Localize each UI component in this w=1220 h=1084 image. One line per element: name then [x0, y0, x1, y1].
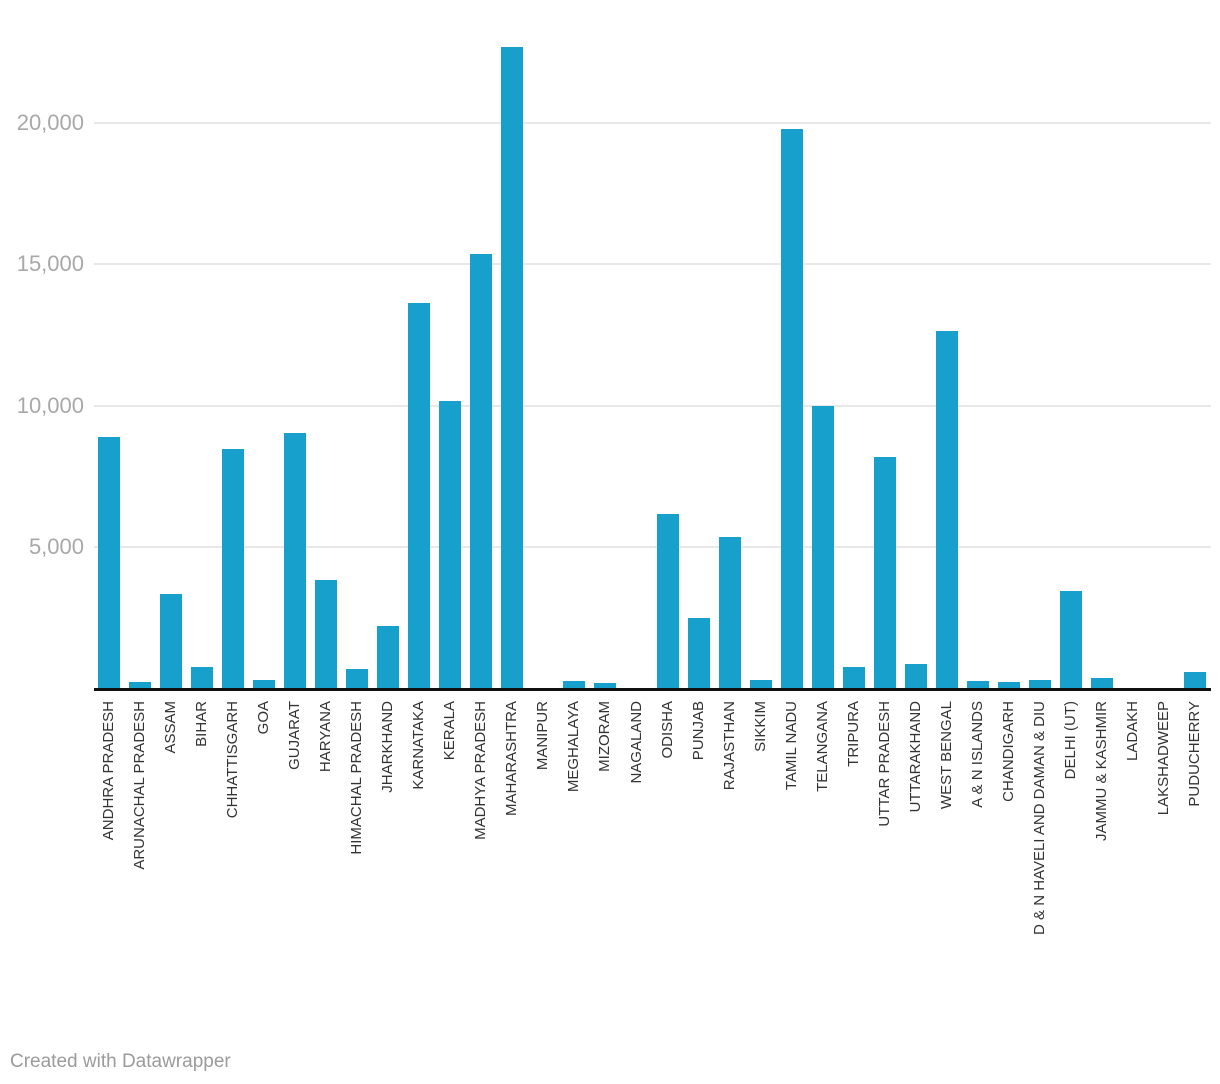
bar-tripura[interactable]	[842, 667, 865, 688]
bar-haryana[interactable]	[315, 580, 338, 688]
x-label-nagaland: NAGALAND	[627, 701, 645, 784]
datawrapper-credit-link[interactable]: Created with Datawrapper	[10, 1051, 231, 1072]
bar-jharkhand[interactable]	[377, 626, 400, 688]
y-tick-label-20000: 20,000	[16, 110, 84, 136]
x-label-mizoram: MIZORAM	[596, 701, 614, 772]
bar-gujarat[interactable]	[284, 433, 307, 688]
bar-assam[interactable]	[160, 594, 183, 688]
bar-jammu-kashmir[interactable]	[1090, 678, 1113, 688]
gridline-10000	[94, 404, 1211, 407]
bar-punjab[interactable]	[687, 618, 710, 688]
bar-delhi-ut[interactable]	[1059, 591, 1082, 688]
bar-rajasthan[interactable]	[718, 537, 741, 688]
x-label-jharkhand: JHARKHAND	[379, 701, 397, 793]
x-label-lakshadweep: LAKSHADWEEP	[1155, 701, 1173, 816]
x-label-tripura: TRIPURA	[844, 701, 862, 767]
x-label-andhra-pradesh: ANDHRA PRADESH	[100, 701, 117, 841]
y-tick-label-15000: 15,000	[16, 251, 84, 277]
x-label-haryana: HARYANA	[317, 701, 335, 773]
x-label-west-bengal: WEST BENGAL	[937, 701, 955, 810]
bar-himachal-pradesh[interactable]	[346, 669, 369, 688]
bar-karnataka[interactable]	[408, 303, 431, 688]
y-tick-label-10000: 10,000	[16, 392, 84, 418]
bar-tamil-nadu[interactable]	[780, 129, 803, 688]
x-label-puducherry: PUDUCHERRY	[1186, 701, 1204, 807]
bar-chhattisgarh[interactable]	[222, 449, 245, 688]
bar-a-n-islands[interactable]	[966, 681, 989, 688]
bar-maharashtra[interactable]	[501, 47, 524, 688]
x-label-maharashtra: MAHARASHTRA	[503, 701, 521, 817]
bar-meghalaya[interactable]	[563, 681, 586, 688]
bar-uttar-pradesh[interactable]	[873, 457, 896, 688]
x-label-jammu-kashmir: JAMMU & KASHMIR	[1092, 701, 1110, 842]
bar-andhra-pradesh[interactable]	[98, 437, 120, 688]
x-label-uttarakhand: UTTARAKHAND	[906, 701, 924, 813]
x-label-punjab: PUNJAB	[689, 701, 707, 761]
x-label-manipur: MANIPUR	[534, 701, 552, 771]
x-label-telangana: TELANGANA	[813, 701, 831, 792]
x-label-chandigarh: CHANDIGARH	[999, 701, 1017, 802]
bar-mizoram[interactable]	[594, 683, 617, 688]
x-label-karnataka: KARNATAKA	[410, 701, 428, 790]
x-label-gujarat: GUJARAT	[286, 701, 304, 770]
bar-goa[interactable]	[253, 680, 276, 688]
bar-puducherry[interactable]	[1184, 672, 1207, 688]
x-label-chhattisgarh: CHHATTISGARH	[224, 701, 242, 819]
x-label-assam: ASSAM	[162, 701, 180, 754]
gridline-15000	[94, 263, 1211, 266]
gridline-20000	[94, 122, 1211, 125]
gridline-5000	[94, 545, 1211, 548]
x-label-himachal-pradesh: HIMACHAL PRADESH	[348, 701, 366, 855]
x-label-rajasthan: RAJASTHAN	[720, 701, 738, 791]
bar-madhya-pradesh[interactable]	[470, 254, 493, 688]
x-label-kerala: KERALA	[441, 701, 459, 761]
x-label-tamil-nadu: TAMIL NADU	[782, 701, 800, 791]
x-label-bihar: BIHAR	[193, 701, 211, 747]
x-label-sikkim: SIKKIM	[751, 701, 769, 752]
bar-arunachal-pradesh[interactable]	[129, 682, 152, 688]
x-label-goa: GOA	[255, 701, 273, 735]
bar-chandigarh[interactable]	[997, 682, 1020, 688]
x-label-d-n-haveli-and-daman-diu: D & N HAVELI AND DAMAN & DIU	[1030, 701, 1048, 935]
bar-kerala[interactable]	[439, 401, 462, 688]
x-axis-line	[94, 688, 1211, 691]
bar-d-n-haveli-and-daman-diu[interactable]	[1028, 680, 1051, 688]
x-label-a-n-islands: A & N ISLANDS	[968, 701, 986, 808]
x-label-odisha: ODISHA	[658, 701, 676, 759]
x-label-meghalaya: MEGHALAYA	[565, 701, 583, 793]
x-label-madhya-pradesh: MADHYA PRADESH	[472, 701, 490, 840]
y-tick-label-5000: 5,000	[28, 533, 84, 559]
bar-sikkim[interactable]	[749, 680, 772, 688]
x-label-delhi-ut: DELHI (UT)	[1061, 701, 1079, 780]
bar-odisha[interactable]	[656, 514, 679, 688]
bar-uttarakhand[interactable]	[904, 664, 927, 688]
bar-bihar[interactable]	[191, 667, 214, 688]
x-label-uttar-pradesh: UTTAR PRADESH	[875, 701, 893, 827]
bar-telangana[interactable]	[811, 406, 834, 688]
x-label-arunachal-pradesh: ARUNACHAL PRADESH	[131, 701, 149, 870]
x-label-ladakh: LADAKH	[1123, 701, 1141, 762]
bar-west-bengal[interactable]	[935, 331, 958, 688]
